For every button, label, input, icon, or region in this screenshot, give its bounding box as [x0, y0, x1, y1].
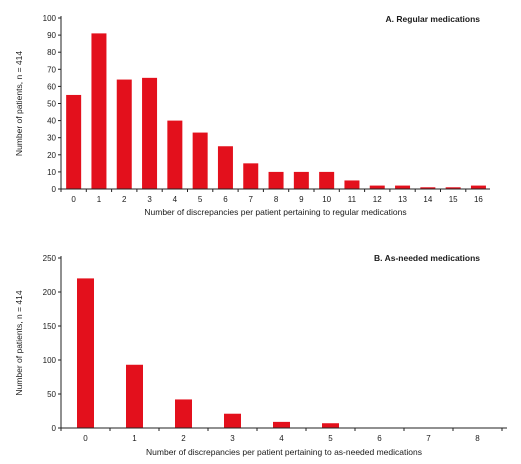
a-bar-2	[116, 79, 132, 189]
a-bar-5	[192, 132, 208, 189]
b-x-tick-label-5: 5	[328, 434, 333, 443]
a-bar-8	[268, 171, 284, 189]
a-x-tick-label-15: 15	[449, 195, 458, 204]
b-x-tick-label-6: 6	[377, 434, 382, 443]
a-bar-3	[142, 77, 158, 189]
a-y-tick-label-80: 80	[47, 48, 56, 57]
a-y-tick-label-100: 100	[43, 14, 57, 23]
b-x-tick-label-1: 1	[132, 434, 137, 443]
b-x-tick-label-7: 7	[426, 434, 431, 443]
a-x-tick-label-8: 8	[274, 195, 279, 204]
a-bar-6	[217, 146, 233, 189]
a-x-tick-label-6: 6	[223, 195, 228, 204]
a-bar-13	[395, 185, 411, 189]
a-y-tick-label-70: 70	[47, 65, 56, 74]
b-bar-4	[273, 421, 290, 428]
a-x-tick-label-5: 5	[198, 195, 203, 204]
a-y-tick-label-30: 30	[47, 134, 56, 143]
b-y-tick-label-50: 50	[47, 390, 56, 399]
a-y-tick-label-40: 40	[47, 117, 56, 126]
a-x-tick-label-14: 14	[423, 195, 432, 204]
a-x-tick-label-3: 3	[147, 195, 152, 204]
b-bar-3	[224, 413, 241, 428]
b-y-tick-label-100: 100	[43, 356, 57, 365]
b-bar-0	[77, 278, 94, 428]
a-x-tick-label-12: 12	[373, 195, 382, 204]
b-y-tick-label-150: 150	[43, 322, 57, 331]
a-y-tick-label-0: 0	[52, 185, 57, 194]
b-y-axis-label: Number of patients, n = 414	[14, 290, 24, 395]
b-y-tick-label-0: 0	[52, 424, 57, 433]
a-x-tick-label-4: 4	[173, 195, 178, 204]
a-bar-16	[470, 185, 486, 189]
a-x-axis-label: Number of discrepancies per patient pert…	[144, 207, 406, 217]
a-bar-15	[445, 187, 461, 189]
a-panel-title: A. Regular medications	[386, 14, 481, 24]
b-x-tick-label-4: 4	[279, 434, 284, 443]
a-y-tick-label-90: 90	[47, 31, 56, 40]
a-x-tick-label-7: 7	[249, 195, 254, 204]
a-bar-12	[369, 185, 385, 189]
a-y-tick-label-50: 50	[47, 100, 56, 109]
b-x-tick-label-8: 8	[475, 434, 480, 443]
a-bar-14	[420, 187, 436, 189]
a-x-tick-label-0: 0	[71, 195, 76, 204]
a-y-tick-label-20: 20	[47, 151, 56, 160]
a-x-tick-label-13: 13	[398, 195, 407, 204]
a-x-tick-label-11: 11	[348, 195, 357, 204]
a-bar-9	[293, 171, 309, 189]
b-x-tick-label-3: 3	[230, 434, 235, 443]
a-bar-11	[344, 180, 360, 189]
a-x-tick-label-9: 9	[299, 195, 304, 204]
a-bar-10	[319, 171, 335, 189]
a-y-tick-label-60: 60	[47, 82, 56, 91]
b-x-tick-label-0: 0	[83, 434, 88, 443]
a-bar-0	[66, 94, 82, 189]
a-x-tick-label-2: 2	[122, 195, 127, 204]
a-y-axis-label: Number of patients, n = 414	[14, 51, 24, 156]
b-y-tick-label-250: 250	[43, 254, 57, 263]
a-bar-7	[243, 163, 259, 189]
b-x-tick-label-2: 2	[181, 434, 186, 443]
b-bar-5	[322, 423, 339, 428]
a-bar-4	[167, 120, 183, 189]
a-x-tick-label-16: 16	[474, 195, 483, 204]
b-bar-1	[126, 364, 143, 428]
b-panel-title: B. As-needed medications	[374, 253, 480, 263]
b-x-axis-label: Number of discrepancies per patient pert…	[146, 447, 422, 457]
a-x-tick-label-1: 1	[97, 195, 102, 204]
panel-b-as-needed-medications: 0 50 100 150 200 250 0 1 2 3 4 5 6 7 8 B. As-needed med…	[14, 253, 507, 457]
a-y-tick-label-10: 10	[47, 168, 56, 177]
b-y-tick-label-200: 200	[43, 288, 57, 297]
a-bar-1	[91, 33, 107, 189]
b-bar-2	[175, 399, 192, 428]
a-x-tick-label-10: 10	[322, 195, 331, 204]
